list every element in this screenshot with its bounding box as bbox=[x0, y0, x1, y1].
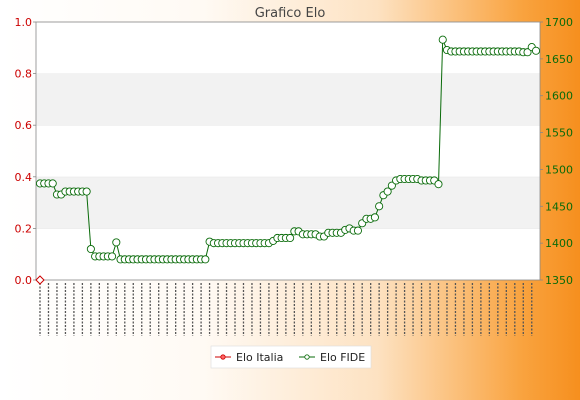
grid-band bbox=[36, 73, 540, 126]
elo-fide-point bbox=[438, 35, 447, 44]
elo-fide-point bbox=[201, 255, 210, 264]
series-layer bbox=[35, 35, 541, 285]
elo-fide-point bbox=[82, 187, 91, 196]
elo-fide-point bbox=[375, 202, 384, 211]
legend-italia-marker bbox=[220, 354, 226, 360]
right-tick-label: 1700 bbox=[545, 16, 573, 29]
left-tick-label: 0.4 bbox=[15, 171, 33, 184]
legend: Elo Italia Elo FIDE bbox=[210, 345, 372, 369]
right-tick-label: 1650 bbox=[545, 53, 573, 66]
left-tick-label: 0.8 bbox=[15, 68, 33, 81]
left-tick-label: 0.0 bbox=[15, 274, 33, 287]
right-tick-label: 1600 bbox=[545, 90, 573, 103]
elo-fide-point bbox=[387, 181, 396, 190]
legend-fide-marker bbox=[304, 354, 310, 360]
right-tick-label: 1450 bbox=[545, 200, 573, 213]
elo-italia-point bbox=[35, 275, 45, 285]
legend-box bbox=[210, 345, 372, 369]
plot-border bbox=[35, 21, 541, 281]
grid-band bbox=[36, 125, 540, 177]
elo-fide-point bbox=[286, 233, 295, 243]
right-tick-label: 1550 bbox=[545, 127, 573, 140]
elo-fide-point bbox=[531, 46, 541, 55]
elo-fide-point bbox=[86, 244, 95, 254]
elo-fide-point bbox=[370, 213, 379, 222]
elo-fide-point bbox=[523, 48, 532, 57]
right-axis: 1350 1400 1450 1500 1550 1600 1650 1700 bbox=[540, 16, 573, 287]
chart-title: Grafico Elo bbox=[255, 6, 326, 21]
x-axis-tick-labels bbox=[39, 283, 533, 336]
elo-fide-point bbox=[108, 252, 117, 261]
elo-fide-point bbox=[383, 187, 392, 196]
legend-italia-label: Elo Italia bbox=[236, 351, 283, 364]
right-tick-label: 1400 bbox=[545, 237, 573, 250]
right-tick-label: 1350 bbox=[545, 274, 573, 287]
elo-fide-point bbox=[434, 180, 443, 189]
elo-fide-point bbox=[48, 179, 57, 188]
legend-fide-label: Elo FIDE bbox=[320, 351, 365, 364]
elo-fide-point bbox=[353, 226, 362, 235]
left-tick-label: 0.6 bbox=[15, 119, 33, 132]
left-tick-label: 0.2 bbox=[15, 222, 33, 235]
right-tick-label: 1500 bbox=[545, 163, 573, 176]
left-tick-label: 1.0 bbox=[15, 16, 33, 29]
left-axis: 0.0 0.2 0.4 0.6 0.8 1.0 bbox=[15, 16, 36, 287]
grid-band bbox=[36, 176, 540, 229]
elo-fide-point bbox=[112, 238, 121, 247]
